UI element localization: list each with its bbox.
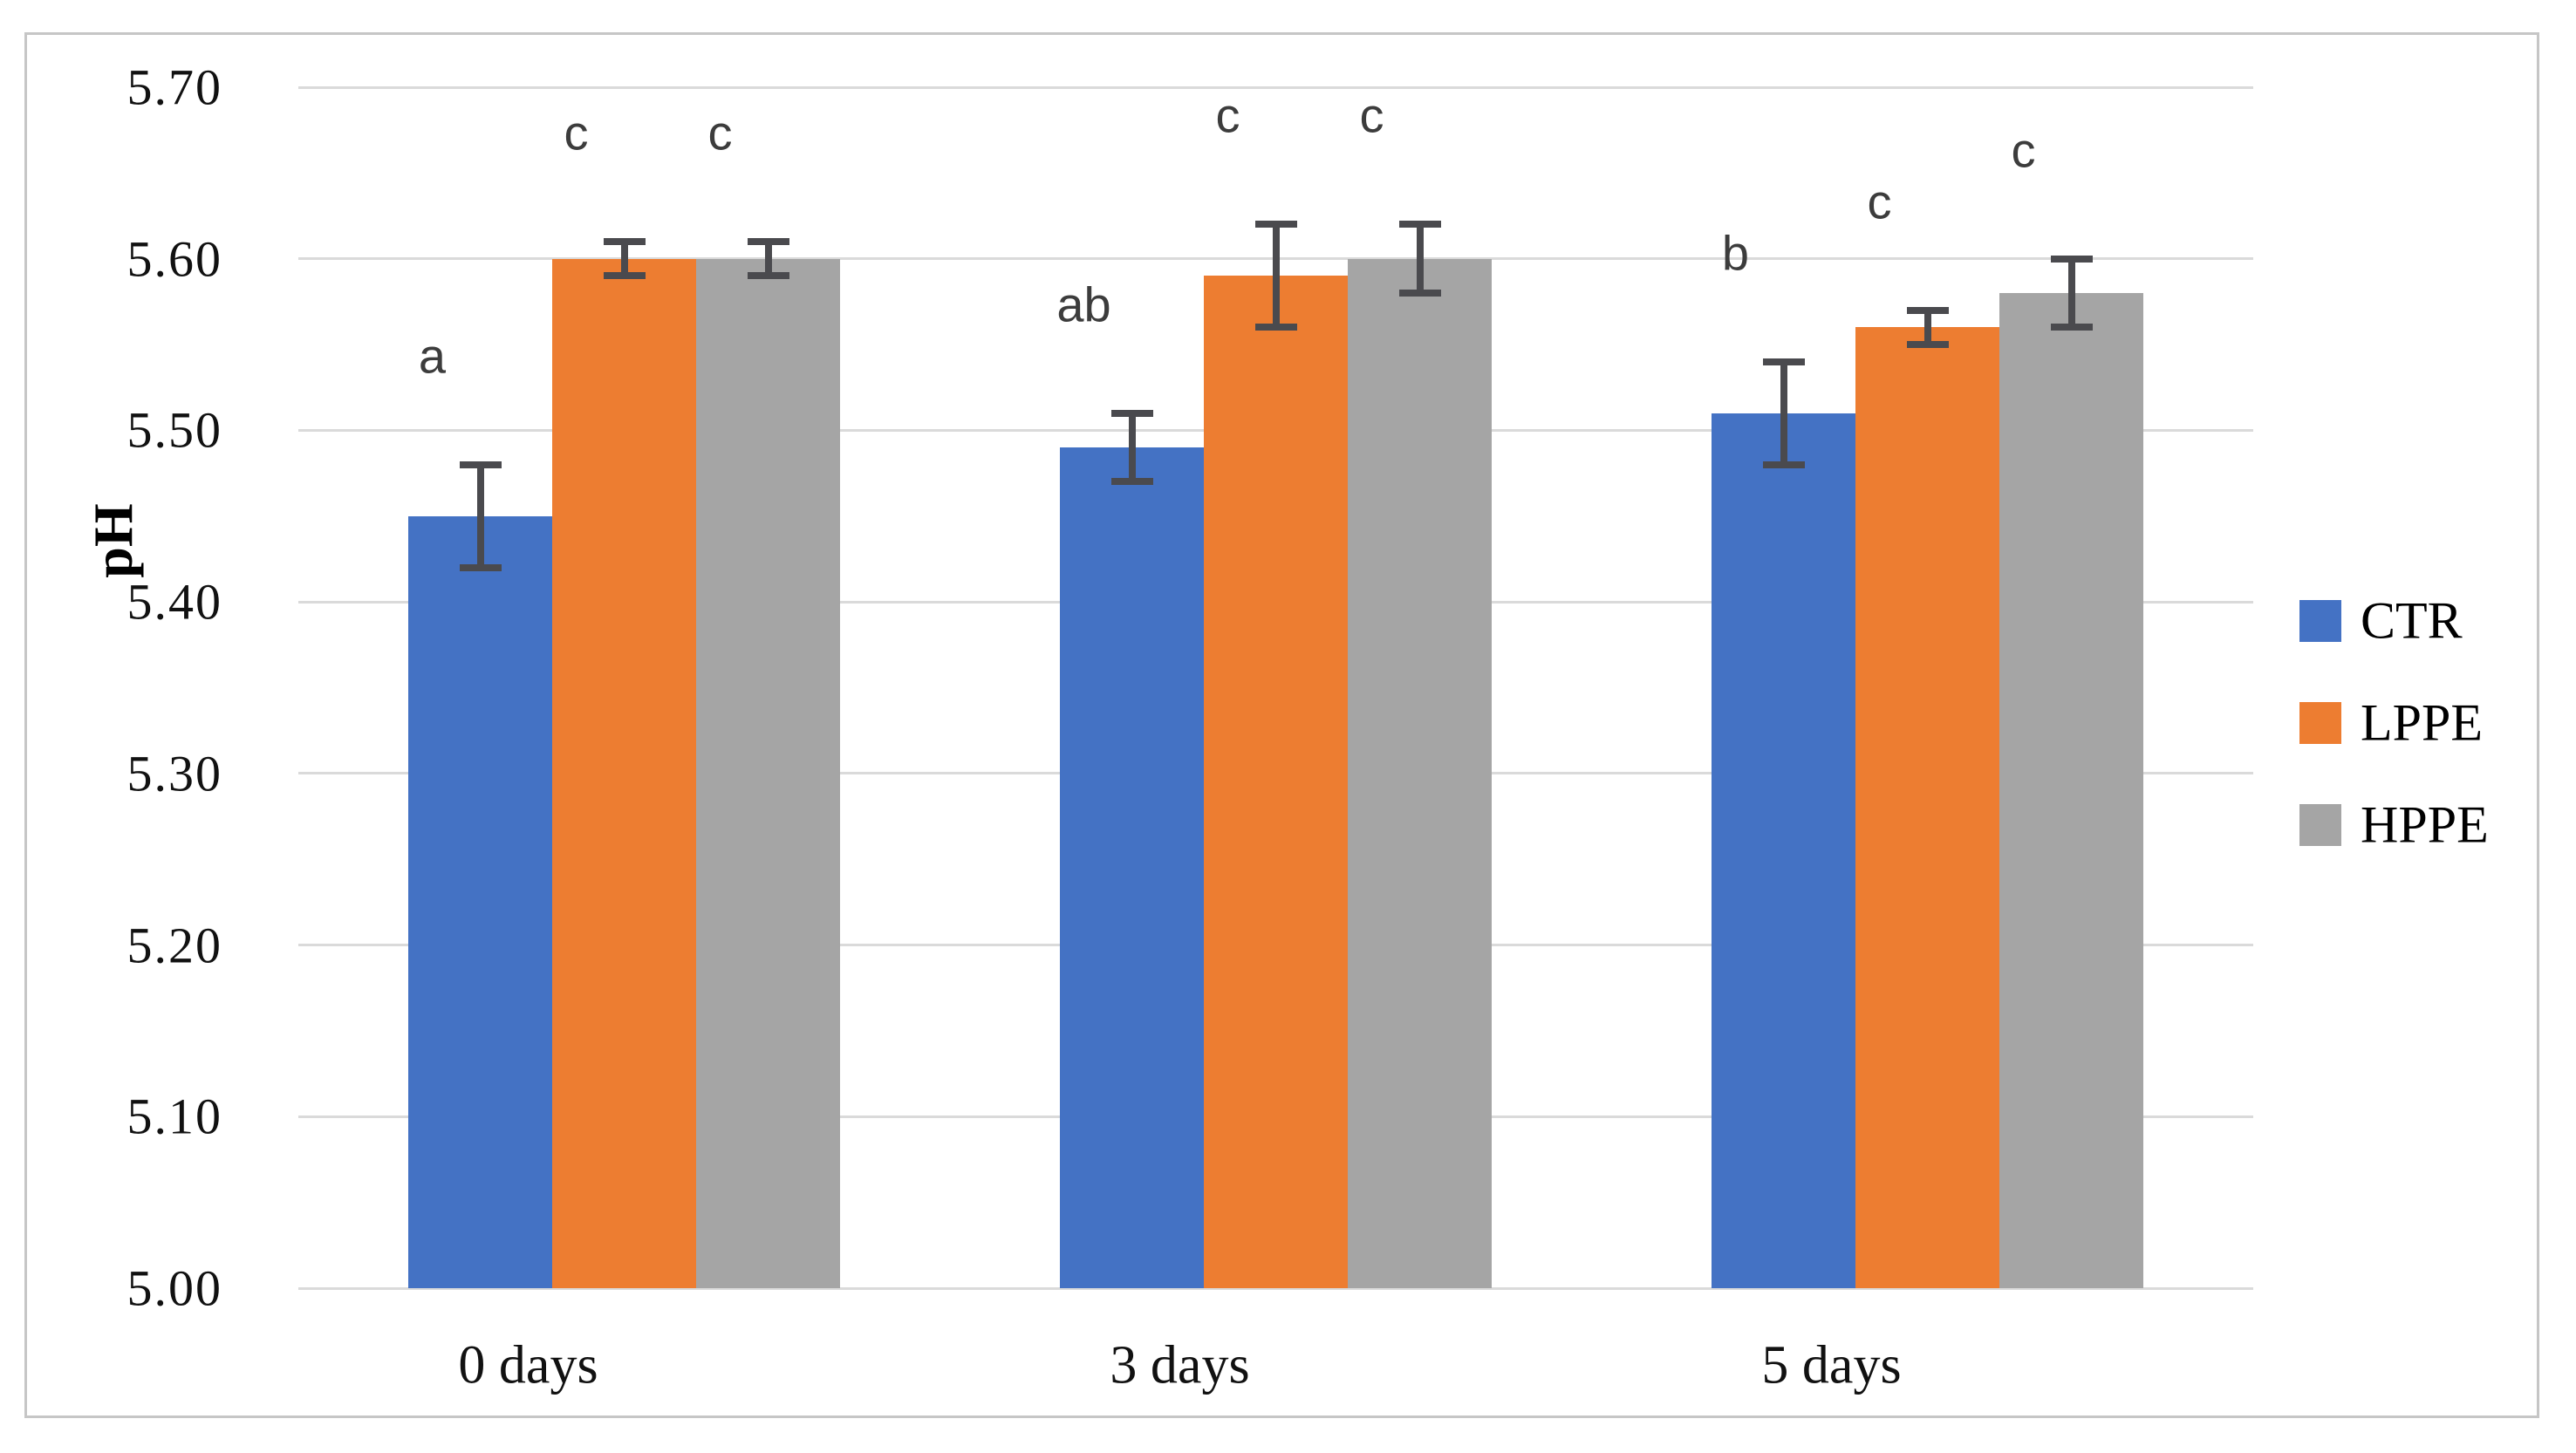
y-tick-label: 5.60 — [126, 230, 222, 288]
error-bar-cap — [2050, 255, 2093, 263]
y-tick-label: 5.50 — [126, 401, 222, 459]
significance-letter: c — [1359, 87, 1384, 143]
error-bar — [2067, 258, 2075, 328]
bar-lppe-0-days — [552, 258, 696, 1288]
legend-label: HPPE — [2361, 795, 2489, 854]
error-bar — [1923, 310, 1931, 345]
x-tick-label: 5 days — [1761, 1335, 1902, 1395]
error-bar-cap — [2050, 324, 2093, 331]
x-tick-label: 3 days — [1110, 1335, 1250, 1395]
significance-letter: c — [1867, 174, 1892, 229]
error-bar-cap — [1398, 221, 1441, 229]
error-bar-cap — [1110, 478, 1153, 486]
significance-letter: b — [1721, 225, 1750, 281]
legend-swatch-icon — [2299, 600, 2341, 642]
error-bar-cap — [1906, 306, 1949, 314]
legend-label: LPPE — [2361, 693, 2484, 752]
significance-letter: c — [1215, 87, 1240, 143]
significance-letter: c — [2011, 122, 2036, 178]
error-bar — [1272, 224, 1280, 328]
error-bar-cap — [603, 272, 646, 280]
bar-lppe-5-days — [1855, 327, 1999, 1288]
y-tick-label: 5.30 — [126, 745, 222, 802]
error-bar-cap — [1398, 290, 1441, 297]
error-bar-cap — [1254, 324, 1297, 331]
error-bar — [1780, 361, 1787, 465]
error-bar-cap — [747, 238, 789, 246]
x-tick-label: 0 days — [458, 1335, 598, 1395]
error-bar — [1128, 413, 1136, 482]
error-bar — [1416, 224, 1424, 294]
legend-swatch-icon — [2299, 702, 2341, 744]
error-bar — [764, 242, 772, 276]
significance-letter: c — [564, 105, 589, 160]
chart-frame — [24, 32, 2539, 1418]
legend-label: CTR — [2361, 591, 2463, 650]
y-tick-label: 5.40 — [126, 573, 222, 631]
error-bar-cap — [603, 238, 646, 246]
bar-ctr-5-days — [1712, 413, 1855, 1288]
bar-ctr-0-days — [408, 515, 552, 1288]
significance-letter: ab — [1056, 276, 1111, 332]
y-tick-label: 5.20 — [126, 917, 222, 974]
bar-hppe-3-days — [1348, 258, 1492, 1288]
significance-letter: c — [707, 105, 733, 160]
legend-swatch-icon — [2299, 804, 2341, 846]
error-bar-cap — [1254, 221, 1297, 229]
error-bar-cap — [459, 460, 502, 468]
error-bar — [476, 464, 484, 568]
gridline — [298, 1286, 2253, 1290]
error-bar-cap — [1762, 358, 1805, 365]
error-bar-cap — [1762, 460, 1805, 468]
bar-lppe-3-days — [1204, 276, 1348, 1288]
significance-letter: a — [418, 328, 447, 384]
bar-hppe-5-days — [1999, 293, 2143, 1288]
bar-ctr-3-days — [1060, 447, 1204, 1288]
bar-hppe-0-days — [696, 258, 840, 1288]
gridline — [298, 85, 2253, 89]
y-tick-label: 5.70 — [126, 58, 222, 116]
error-bar-cap — [1906, 341, 1949, 349]
error-bar-cap — [747, 272, 789, 280]
y-tick-label: 5.10 — [126, 1088, 222, 1145]
error-bar — [620, 242, 628, 276]
y-axis-title: pH — [82, 503, 144, 578]
y-tick-label: 5.00 — [126, 1259, 222, 1317]
error-bar-cap — [459, 563, 502, 571]
error-bar-cap — [1110, 409, 1153, 417]
